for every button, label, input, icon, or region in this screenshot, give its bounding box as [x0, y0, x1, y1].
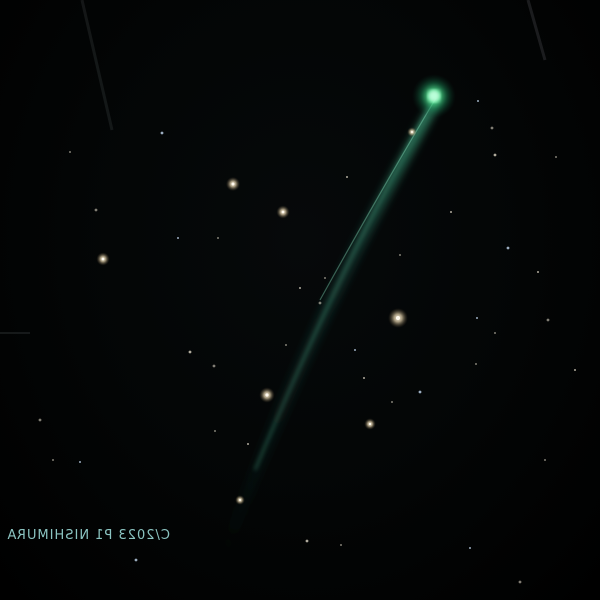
- bright-star-core: [395, 315, 401, 321]
- faint-star: [79, 461, 81, 463]
- faint-star: [450, 211, 452, 213]
- faint-star: [544, 459, 546, 461]
- faint-star: [391, 401, 393, 403]
- faint-star: [469, 547, 471, 549]
- faint-star: [346, 176, 348, 178]
- star-field: [38, 100, 576, 584]
- faint-trail-left: [80, 0, 114, 131]
- faint-star: [363, 377, 365, 379]
- bright-star-core: [101, 257, 105, 261]
- faint-star: [399, 254, 401, 256]
- bright-star-core: [265, 393, 269, 397]
- faint-star: [477, 100, 479, 102]
- bright-star-core: [368, 422, 372, 426]
- faint-star: [506, 246, 510, 250]
- faint-star: [305, 539, 309, 543]
- faint-star: [160, 131, 164, 135]
- faint-star: [134, 558, 138, 562]
- faint-star: [217, 237, 219, 239]
- faint-star: [494, 332, 496, 334]
- faint-star: [324, 277, 326, 279]
- bright-star-core: [281, 210, 285, 214]
- faint-star: [354, 349, 356, 351]
- faint-star: [546, 318, 550, 322]
- faint-star: [574, 369, 576, 371]
- faint-star: [475, 363, 477, 365]
- comet-tail: [215, 100, 440, 562]
- faint-star: [518, 580, 522, 584]
- faint-star: [188, 350, 192, 354]
- faint-star: [212, 364, 216, 368]
- faint-star: [340, 544, 342, 546]
- faint-star: [94, 208, 98, 212]
- faint-star: [490, 126, 494, 130]
- bright-star-core: [239, 499, 241, 501]
- faint-star: [52, 459, 54, 461]
- faint-star: [69, 151, 71, 153]
- faint-star: [285, 344, 287, 346]
- bright-star-core: [231, 182, 235, 186]
- faint-star: [493, 153, 497, 157]
- faint-star: [177, 237, 179, 239]
- comet-tail-core: [319, 97, 437, 301]
- comet-nucleus: [428, 90, 440, 102]
- faint-star: [38, 418, 42, 422]
- comet-tail-streak: [254, 99, 435, 471]
- faint-star: [418, 390, 422, 394]
- photo-credit-caption: C/2023 P1 NISHIMURA: [6, 528, 170, 543]
- faint-star: [555, 156, 557, 158]
- faint-star: [476, 317, 478, 319]
- faint-star: [318, 301, 322, 305]
- faint-star: [214, 430, 216, 432]
- faint-star: [247, 443, 249, 445]
- faint-star: [537, 271, 539, 273]
- faint-trail-right: [526, 0, 547, 61]
- faint-star: [299, 287, 301, 289]
- bright-star-core: [411, 131, 413, 133]
